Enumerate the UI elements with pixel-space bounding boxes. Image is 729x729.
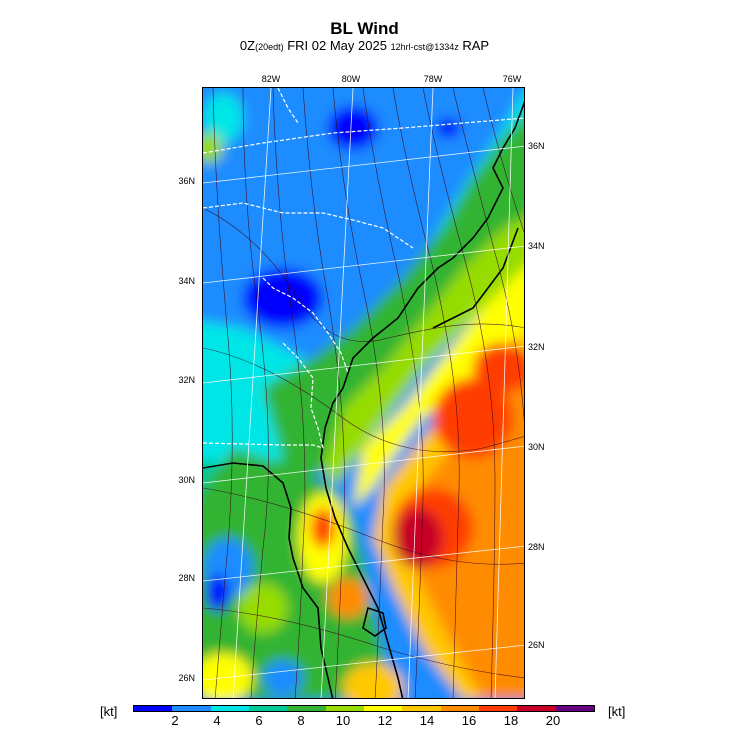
lat-label-left-26n: 26N (178, 673, 195, 683)
lon-label-82w: 82W (261, 74, 281, 84)
colorbar-swatch-10 (517, 706, 556, 711)
lat-label-left-28n: 28N (178, 573, 195, 583)
lat-label-right-30n: 30N (528, 442, 545, 452)
colorbar-tick-12: 12 (377, 713, 393, 728)
wind-speed-map (202, 87, 525, 699)
colorbar-swatch-1 (172, 706, 211, 711)
subtitle-local-time: (20edt) (255, 42, 284, 52)
colorbar-unit-left: [kt] (100, 704, 118, 719)
colorbar-swatch-9 (478, 706, 518, 711)
colorbar-swatch-8 (440, 706, 479, 711)
colorbar-swatch-4 (287, 706, 326, 711)
lat-label-right-26n: 26N (528, 640, 545, 650)
colorbar (133, 705, 595, 712)
chart-title: BL Wind (330, 19, 399, 38)
subtitle-run-info: 12hrl-cst@1334z (390, 42, 459, 52)
colorbar-swatch-2 (210, 706, 249, 711)
lat-label-left-30n: 30N (178, 475, 195, 485)
chart-subtitle: 0Z(20edt) FRI 02 May 2025 12hrl-cst@1334… (0, 38, 729, 53)
colorbar-swatch-11 (555, 706, 594, 711)
colorbar-tick-8: 8 (297, 713, 305, 728)
lat-label-left-34n: 34N (178, 276, 195, 286)
colorbar-tick-2: 2 (171, 713, 179, 728)
colorbar-swatch-6 (363, 706, 403, 711)
wind-speed-fill (203, 88, 524, 698)
lon-label-78w: 78W (423, 74, 443, 84)
colorbar-tick-4: 4 (213, 713, 221, 728)
lat-label-left-36n: 36N (178, 176, 195, 186)
lat-label-right-32n: 32N (528, 342, 545, 352)
colorbar-unit-right: [kt] (608, 704, 626, 719)
colorbar-tick-14: 14 (419, 713, 435, 728)
colorbar-swatch-7 (402, 706, 441, 711)
colorbar-tick-20: 20 (545, 713, 561, 728)
colorbar-swatch-3 (248, 706, 288, 711)
lat-label-right-36n: 36N (528, 141, 545, 151)
subtitle-time: 0Z (239, 38, 256, 53)
lat-label-right-34n: 34N (528, 241, 545, 251)
lat-label-left-32n: 32N (178, 375, 195, 385)
subtitle-model: RAP (458, 38, 490, 53)
lat-label-right-28n: 28N (528, 542, 545, 552)
subtitle-date: FRI 02 May 2025 (283, 38, 391, 53)
colorbar-swatch-5 (325, 706, 364, 711)
colorbar-tick-16: 16 (461, 713, 477, 728)
colorbar-tick-18: 18 (503, 713, 519, 728)
colorbar-tick-6: 6 (255, 713, 263, 728)
lon-label-80w: 80W (341, 74, 361, 84)
political-boundaries (203, 88, 524, 449)
streamlines (203, 88, 524, 698)
coastline (203, 101, 524, 698)
wind-field-svg (203, 88, 524, 698)
lat-lon-grid (203, 88, 524, 698)
colorbar-swatch-0 (134, 706, 173, 711)
lon-label-76w: 76W (502, 74, 522, 84)
colorbar-tick-10: 10 (335, 713, 351, 728)
